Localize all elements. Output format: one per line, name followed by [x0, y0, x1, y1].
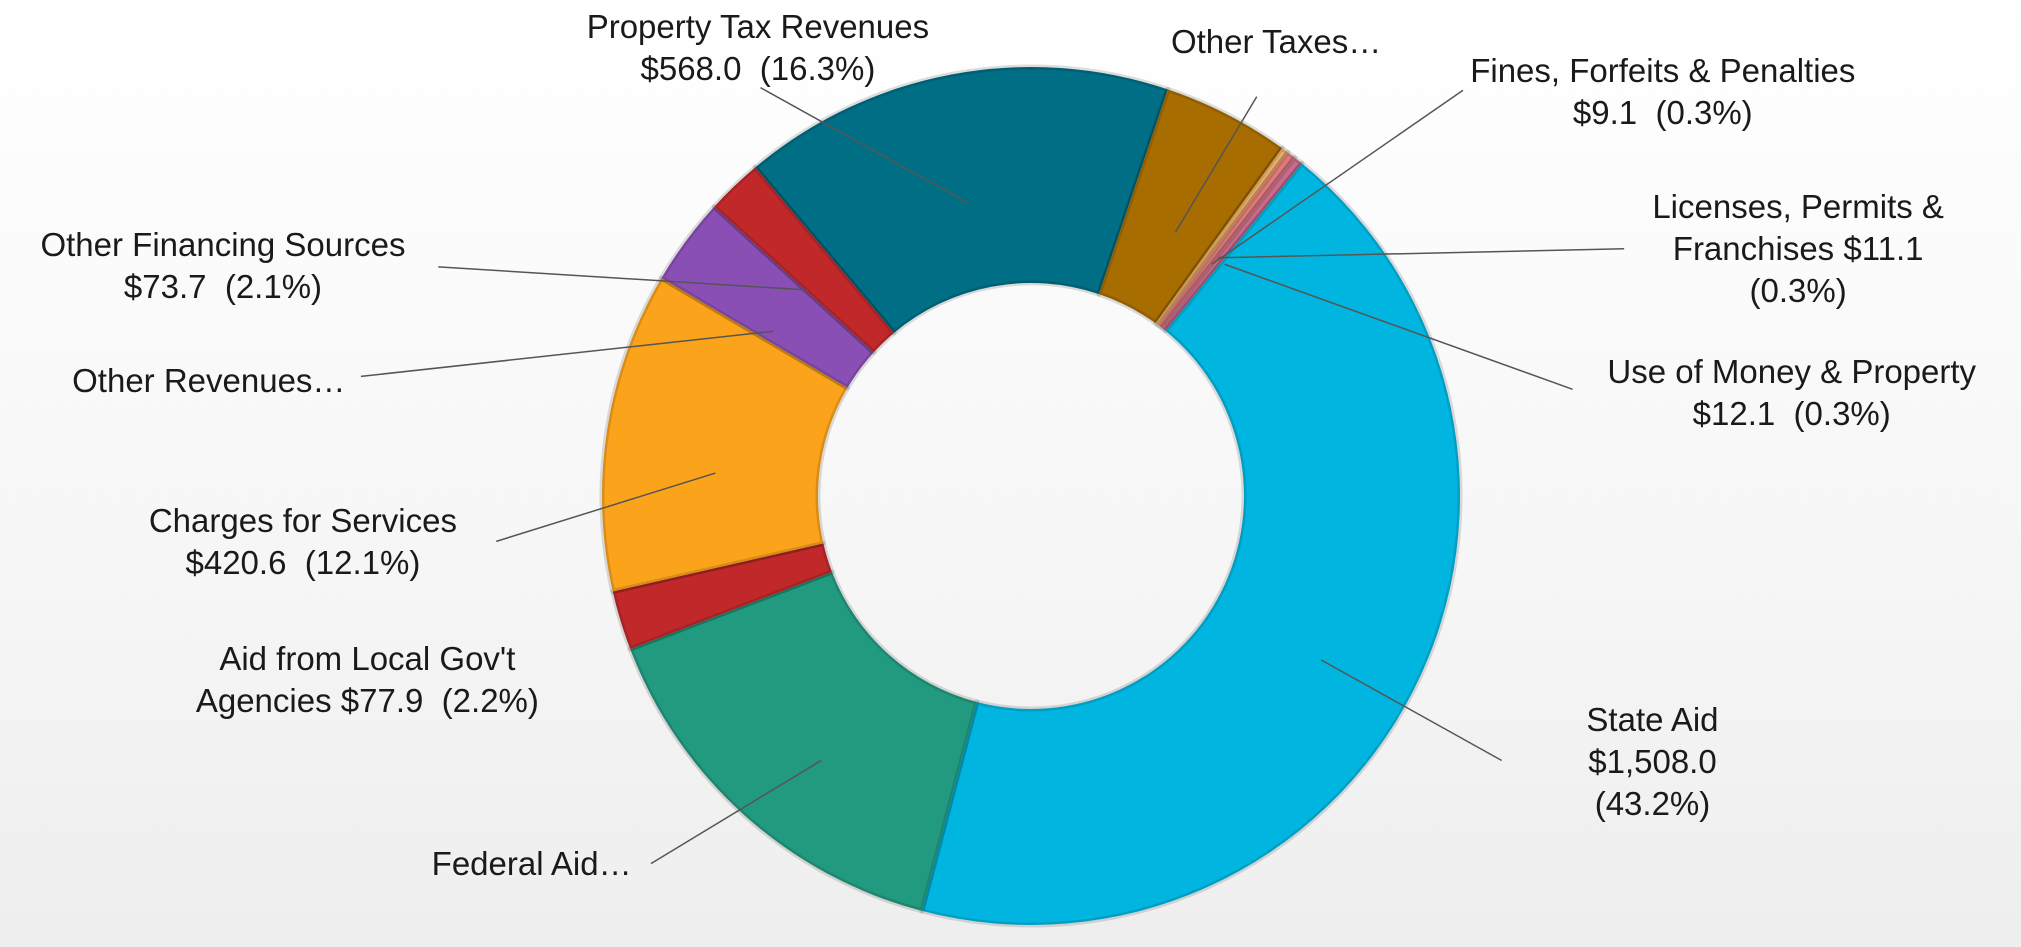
slice-label: Fines, Forfeits & Penalties $9.1 (0.3%)	[1453, 50, 1873, 134]
value-label: $73.7 (2.1%)	[123, 268, 323, 306]
leader-line	[760, 86, 970, 205]
leader-line	[1218, 248, 1625, 259]
slice-label: Federal Aid…	[332, 843, 632, 885]
donut-slice	[711, 164, 897, 355]
category-label: Other Financing Sources	[40, 226, 406, 264]
category-label: Fines, Forfeits & Penalties	[1470, 52, 1856, 90]
leader-line	[1224, 263, 1573, 390]
slice-label: Property Tax Revenues $568.0 (16.3%)	[528, 6, 988, 90]
slice-label: Other Taxes…	[1126, 21, 1426, 63]
category-label: Property Tax Revenues	[586, 8, 930, 46]
value-label: $1,508.0 (43.2%)	[1588, 742, 1736, 822]
leader-line	[1320, 659, 1503, 762]
category-label: Other Revenues…	[72, 361, 346, 399]
leader-line	[496, 472, 716, 543]
slice-label: Aid from Local Gov't Agencies $77.9 (2.2…	[157, 638, 577, 722]
slice-label: Use of Money & Property $12.1 (0.3%)	[1562, 351, 2021, 435]
slice-label: Charges for Services $420.6 (12.1%)	[93, 500, 513, 584]
value-label: $11.1 (0.3%)	[1749, 229, 1942, 309]
category-label: Federal Aid…	[431, 845, 632, 882]
leader-line	[360, 330, 774, 378]
slice-label: Other Financing Sources $73.7 (2.1%)	[0, 224, 453, 308]
donut-slice	[599, 275, 851, 594]
leader-line	[1174, 96, 1258, 233]
category-label: Aid from Local Gov't Agencies	[195, 640, 523, 720]
value-label: $420.6 (12.1%)	[185, 544, 421, 582]
value-label: $77.9 (2.2%)	[340, 682, 539, 720]
leader-line	[1211, 89, 1464, 265]
category-label: Licenses, Permits & Franchises	[1652, 187, 1954, 267]
slice-label: State Aid $1,508.0 (43.2%)	[1537, 699, 1767, 825]
value-label: $568.0 (16.3%)	[640, 50, 876, 88]
value-label: $9.1 (0.3%)	[1572, 94, 1753, 132]
category-label: State Aid	[1586, 700, 1719, 738]
category-label: Use of Money & Property	[1607, 352, 1977, 390]
category-label: Charges for Services	[148, 502, 457, 540]
slice-label: Licenses, Permits & Franchises $11.1 (0.…	[1628, 186, 1968, 312]
category-label: Other Taxes…	[1170, 22, 1382, 60]
donut-slice	[919, 160, 1463, 928]
donut-slice	[627, 569, 980, 914]
donut-slice	[1153, 145, 1291, 328]
leader-line	[650, 759, 822, 865]
value-label: $12.1 (0.3%)	[1692, 394, 1891, 432]
slice-label: Other Revenues…	[25, 360, 345, 402]
leader-line	[438, 266, 809, 291]
